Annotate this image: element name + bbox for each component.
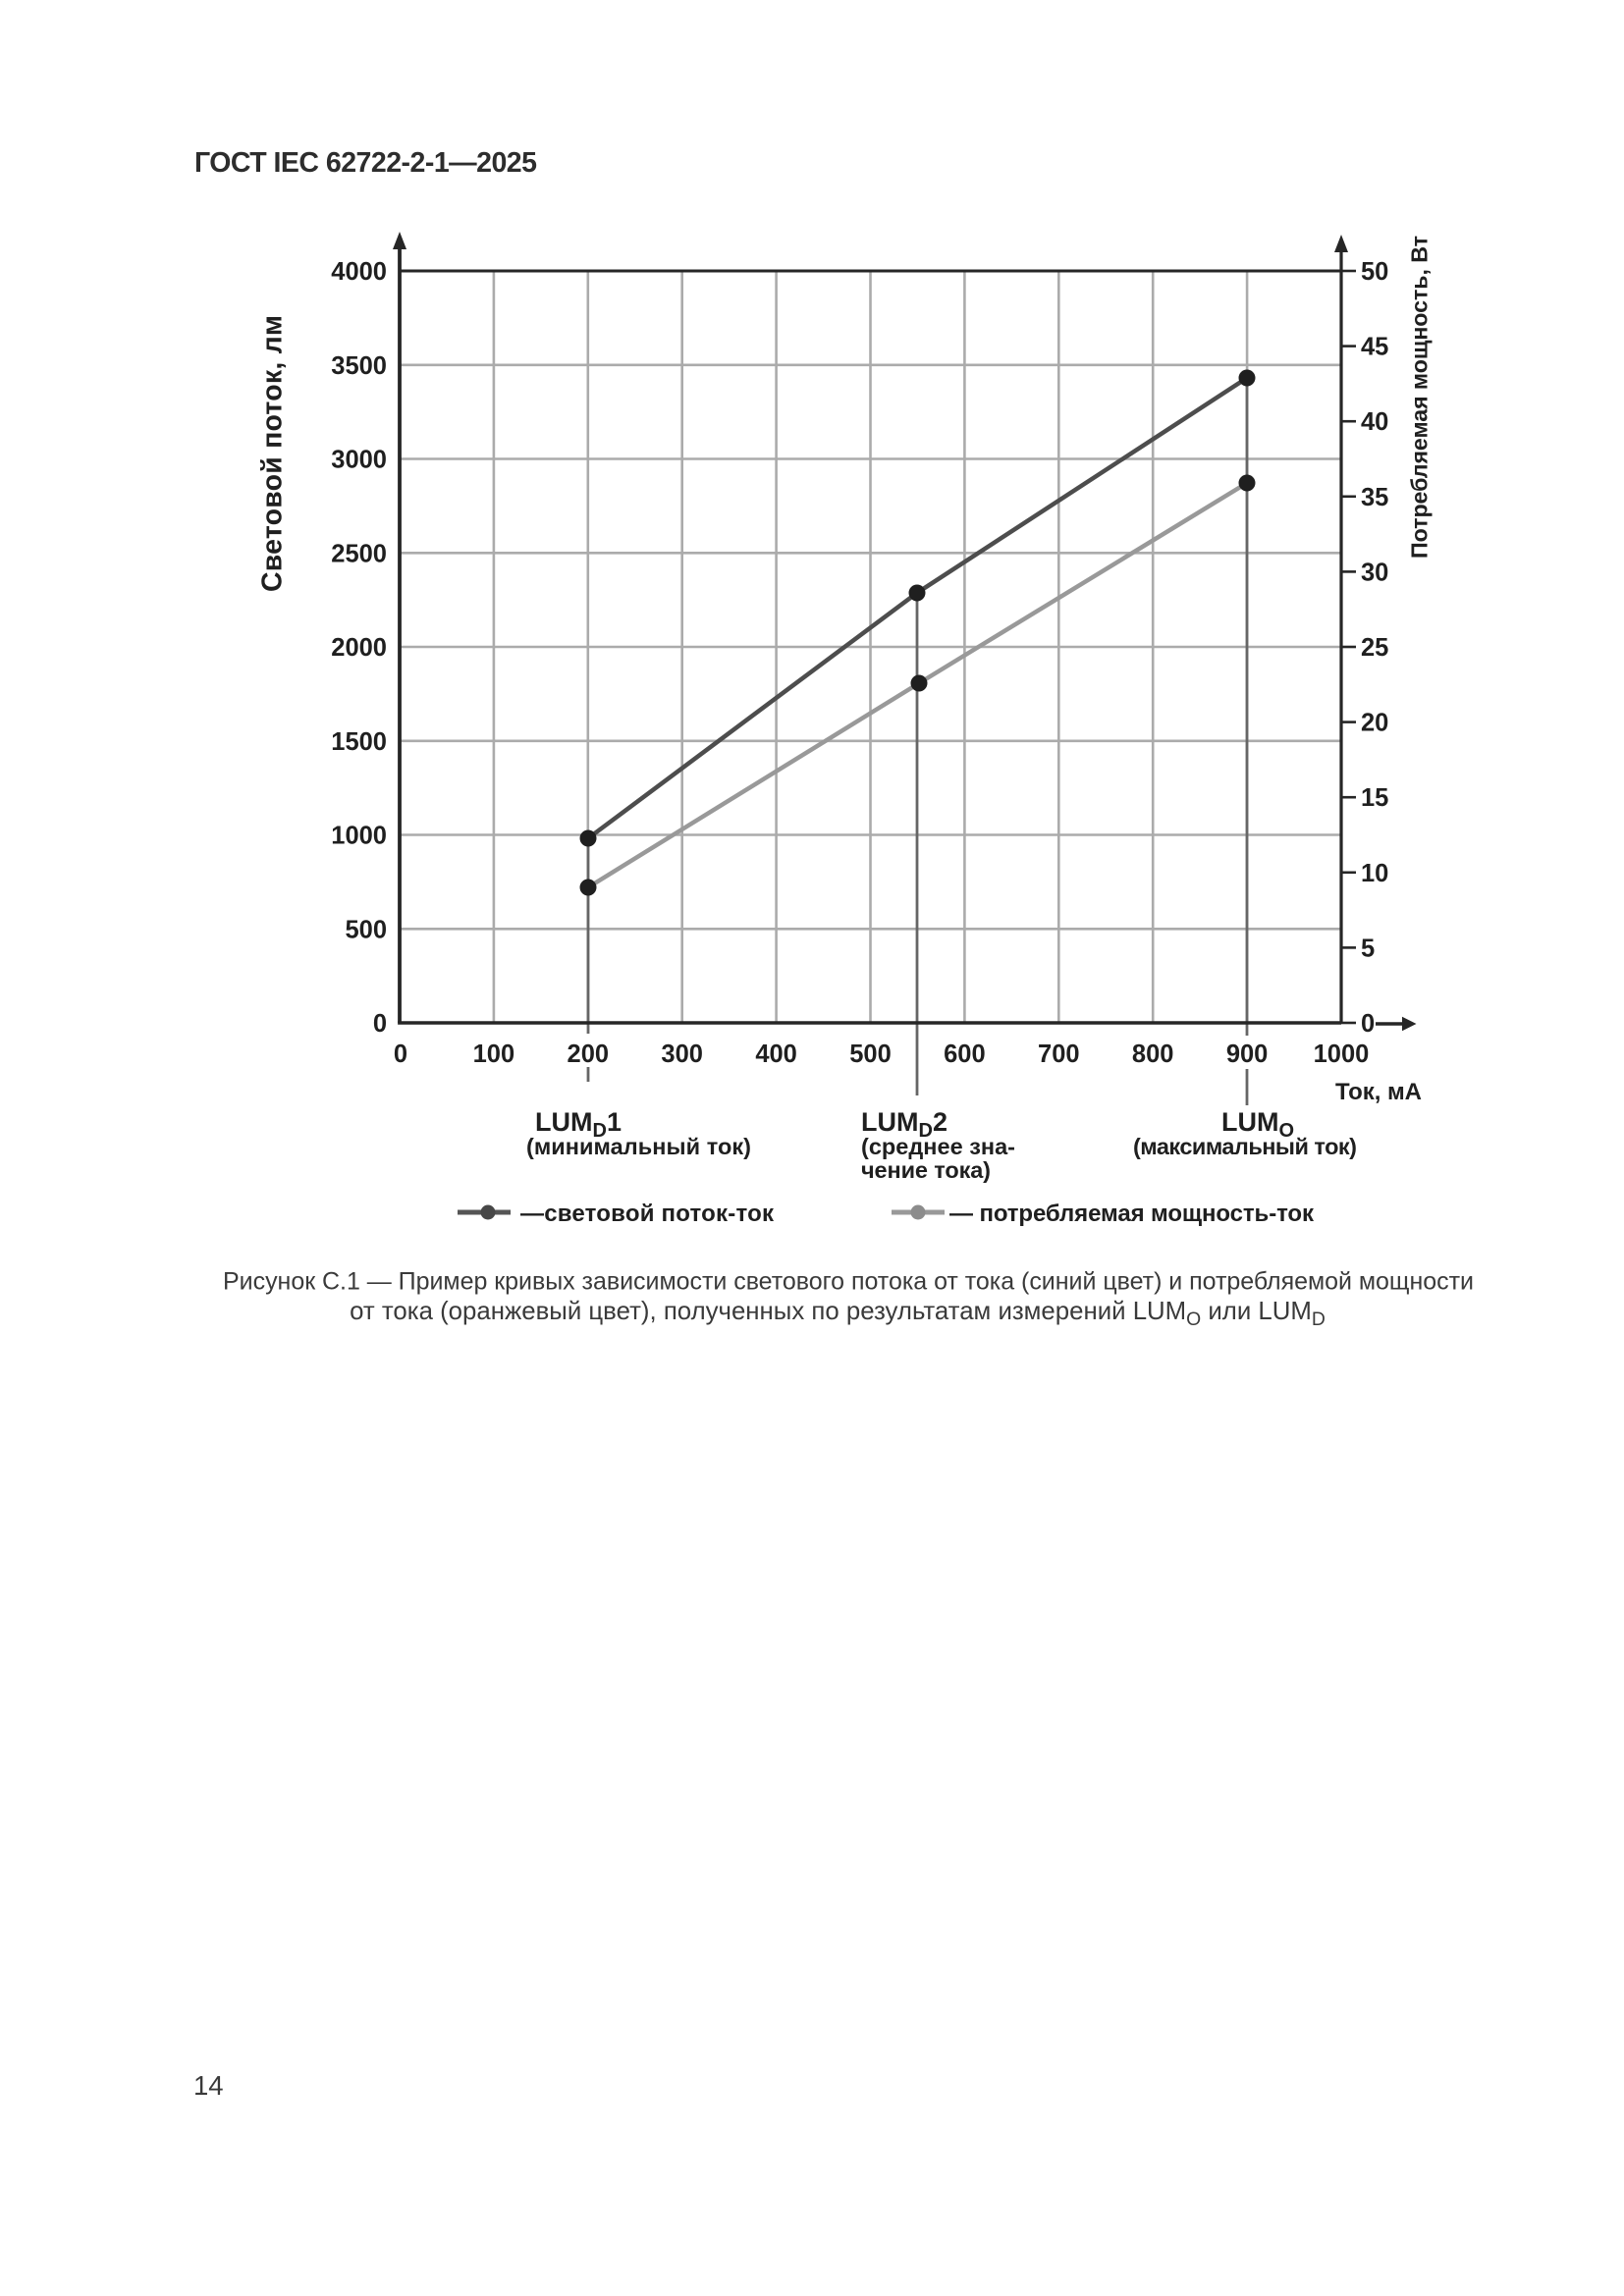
svg-text:500: 500 bbox=[345, 916, 387, 943]
svg-text:45: 45 bbox=[1361, 334, 1388, 361]
svg-text:15: 15 bbox=[1361, 784, 1388, 812]
svg-text:35: 35 bbox=[1361, 484, 1388, 511]
svg-text:0: 0 bbox=[1361, 1010, 1375, 1038]
svg-text:Световой поток, лм: Световой поток, лм bbox=[257, 315, 289, 592]
svg-text:— потребляемая мощность-ток: — потребляемая мощность-ток bbox=[949, 1201, 1315, 1227]
svg-text:LUMD1: LUMD1 bbox=[535, 1107, 622, 1142]
svg-text:800: 800 bbox=[1132, 1041, 1174, 1068]
svg-text:чение тока): чение тока) bbox=[861, 1157, 991, 1183]
svg-text:Рисунок С.1 — Пример кривых за: Рисунок С.1 — Пример кривых зависимости … bbox=[223, 1268, 1474, 1296]
svg-text:700: 700 bbox=[1038, 1041, 1080, 1068]
svg-text:2500: 2500 bbox=[331, 540, 387, 567]
svg-text:3500: 3500 bbox=[331, 352, 387, 380]
svg-text:(среднее зна-: (среднее зна- bbox=[861, 1134, 1015, 1159]
svg-text:14: 14 bbox=[193, 2070, 224, 2101]
svg-text:Ток, мА: Ток, мА bbox=[1335, 1079, 1422, 1105]
svg-text:4000: 4000 bbox=[331, 258, 387, 286]
svg-text:25: 25 bbox=[1361, 634, 1388, 662]
svg-text:500: 500 bbox=[849, 1041, 892, 1068]
svg-text:0: 0 bbox=[373, 1010, 387, 1038]
svg-text:(минимальный ток): (минимальный ток) bbox=[526, 1134, 751, 1159]
svg-text:5: 5 bbox=[1361, 934, 1375, 962]
svg-text:50: 50 bbox=[1361, 258, 1388, 286]
svg-text:—световой поток-ток: —световой поток-ток bbox=[520, 1201, 775, 1227]
svg-text:200: 200 bbox=[568, 1041, 610, 1068]
svg-text:1000: 1000 bbox=[1314, 1041, 1370, 1068]
svg-text:10: 10 bbox=[1361, 860, 1388, 887]
svg-text:900: 900 bbox=[1226, 1041, 1269, 1068]
svg-text:(максимальный ток): (максимальный ток) bbox=[1133, 1134, 1357, 1159]
svg-text:300: 300 bbox=[661, 1041, 703, 1068]
svg-text:LUMD2: LUMD2 bbox=[861, 1107, 947, 1142]
svg-text:30: 30 bbox=[1361, 559, 1388, 586]
svg-text:ГОСТ IEC 62722-2-1—2025: ГОСТ IEC 62722-2-1—2025 bbox=[194, 147, 537, 179]
svg-text:40: 40 bbox=[1361, 408, 1388, 436]
svg-text:600: 600 bbox=[944, 1041, 986, 1068]
svg-text:2000: 2000 bbox=[331, 634, 387, 662]
svg-text:LUMO: LUMO bbox=[1221, 1107, 1294, 1142]
svg-text:Потребляемая мощность, Вт: Потребляемая мощность, Вт bbox=[1407, 236, 1433, 559]
svg-text:0: 0 bbox=[394, 1041, 407, 1068]
svg-text:1500: 1500 bbox=[331, 728, 387, 756]
svg-text:20: 20 bbox=[1361, 710, 1388, 737]
svg-text:400: 400 bbox=[755, 1041, 797, 1068]
svg-text:3000: 3000 bbox=[331, 447, 387, 474]
svg-text:от тока (оранжевый цвет), полу: от тока (оранжевый цвет), полученных по … bbox=[350, 1298, 1326, 1330]
svg-text:1000: 1000 bbox=[331, 823, 387, 850]
svg-text:100: 100 bbox=[473, 1041, 515, 1068]
